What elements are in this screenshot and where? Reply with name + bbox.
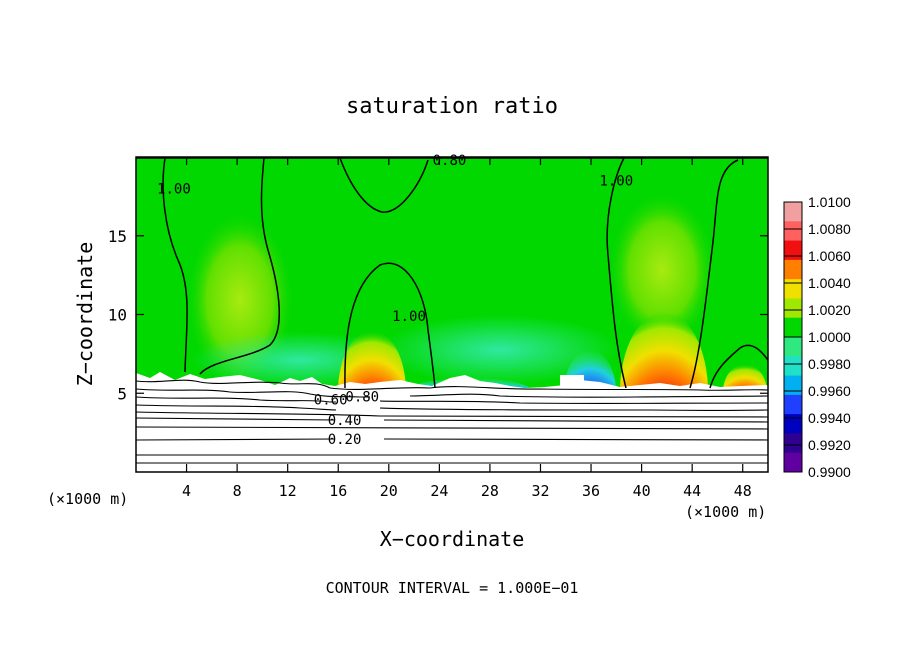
contour-line-090 xyxy=(136,379,768,391)
contour-line-010 xyxy=(136,454,768,456)
x-unit-right: (×1000 m) xyxy=(685,503,766,521)
x-tick-label: 20 xyxy=(380,482,398,500)
contour-line-100-west xyxy=(162,157,188,373)
plot-area xyxy=(136,157,768,472)
contour-label: 0.60 xyxy=(314,393,348,409)
colorbar-band xyxy=(784,356,802,377)
colorbar-level-label: 1.0100 xyxy=(808,194,851,210)
contour-label: 0.40 xyxy=(328,413,362,429)
y-tick-label: 5 xyxy=(117,384,127,403)
colorbar-level-label: 0.9920 xyxy=(808,437,851,453)
contour-line-100-plume-west xyxy=(199,157,281,375)
contour-line-030 xyxy=(136,426,768,430)
colorbar-band xyxy=(784,394,802,415)
x-axis: 4 8 12 16 20 24 28 32 36 40 44 48 xyxy=(182,157,752,500)
contour-line-100-plume-mid xyxy=(344,262,436,389)
colorbar-band xyxy=(784,279,802,299)
contour-line-000 xyxy=(136,462,768,464)
x-tick-label: 12 xyxy=(279,482,297,500)
contour-line-070 xyxy=(136,396,768,404)
y-axis-label: Z−coordinate xyxy=(73,242,97,387)
x-tick-label: 16 xyxy=(329,482,347,500)
contour-line-100-east-b xyxy=(689,159,739,389)
y-tick-label: 10 xyxy=(108,306,127,325)
x-tick-label: 44 xyxy=(683,482,701,500)
contour-interval-note: CONTOUR INTERVAL = 1.000E−01 xyxy=(326,579,579,597)
contour-line-040 xyxy=(136,417,768,423)
contour-line-020 xyxy=(136,438,768,441)
contour-label: 1.00 xyxy=(157,182,191,198)
x-tick-label: 4 xyxy=(182,482,191,500)
colorbar-level-label: 1.0080 xyxy=(808,221,851,237)
contour-line-100-cap xyxy=(339,157,429,213)
contour-line-100-east-c xyxy=(709,344,768,389)
contour-label: 0.80 xyxy=(433,153,467,169)
x-tick-label: 48 xyxy=(734,482,752,500)
colorbar-band xyxy=(784,433,802,454)
colorbar-band xyxy=(784,317,802,338)
x-tick-label: 28 xyxy=(481,482,499,500)
x-tick-label: 8 xyxy=(233,482,242,500)
x-axis-label: X−coordinate xyxy=(380,527,525,551)
colorbar-band xyxy=(784,202,802,222)
contour-line-060 xyxy=(136,404,768,411)
colorbar: 1.0100 1.0080 1.0060 1.0040 1.0020 1.0000 0.99… xyxy=(783,194,851,480)
colorbar-band xyxy=(784,337,802,357)
x-tick-label: 24 xyxy=(430,482,448,500)
y-tick-label: 15 xyxy=(108,227,127,246)
colorbar-band xyxy=(784,240,802,261)
colorbar-level-label: 1.0040 xyxy=(808,275,851,291)
field-region-dry-mid xyxy=(380,315,620,385)
contour-label: 1.00 xyxy=(392,309,426,325)
contour-line-080 xyxy=(136,388,768,398)
chart-title: saturation ratio xyxy=(346,94,558,119)
colorbar-band xyxy=(784,259,802,280)
colorbar-band xyxy=(784,414,802,434)
colorbar-band xyxy=(784,452,802,473)
contour-lines xyxy=(136,157,768,464)
contour-line-050 xyxy=(136,411,768,418)
x-tick-label: 32 xyxy=(531,482,549,500)
x-unit-left: (×1000 m) xyxy=(47,490,128,508)
colorbar-level-label: 0.9980 xyxy=(808,356,851,372)
colorbar-level-label: 0.9960 xyxy=(808,383,851,399)
colorbar-level-label: 0.9900 xyxy=(808,464,851,480)
contour-label: 1.00 xyxy=(599,174,633,190)
cold-pocket xyxy=(560,375,584,389)
contour-label: 0.20 xyxy=(328,432,362,448)
contour-line-100-east-a xyxy=(606,157,627,389)
x-tick-label: 40 xyxy=(633,482,651,500)
colorbar-band xyxy=(784,298,802,319)
colorbar-level-label: 0.9940 xyxy=(808,410,851,426)
y-axis: 5 10 15 xyxy=(108,227,768,403)
colorbar-band xyxy=(784,375,802,396)
field-region-moist-east xyxy=(607,190,717,350)
contour-label: 0.80 xyxy=(345,389,379,405)
colorbar-level-label: 1.0020 xyxy=(808,302,851,318)
x-tick-label: 36 xyxy=(582,482,600,500)
colorbar-level-label: 1.0000 xyxy=(808,329,851,345)
colorbar-band xyxy=(784,221,802,242)
colorbar-level-label: 1.0060 xyxy=(808,248,851,264)
